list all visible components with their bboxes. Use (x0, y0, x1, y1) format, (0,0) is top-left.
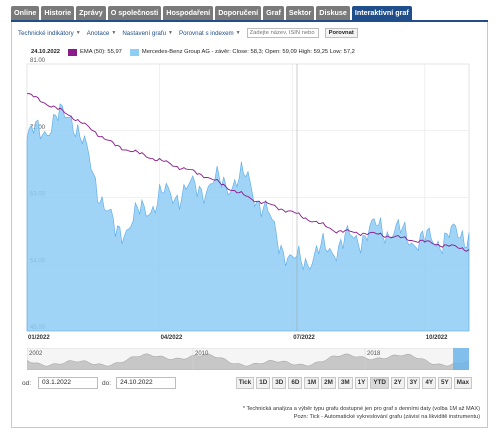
compare-button[interactable]: Porovnat (324, 28, 358, 38)
price-swatch (129, 48, 139, 56)
from-label: od: (22, 379, 32, 387)
period-button-5y[interactable]: 5Y (438, 377, 452, 389)
chevron-down-icon: ▼ (168, 30, 173, 36)
date-range-inputs: od: 03.1.2022 do: 24.10.2022 (22, 377, 177, 389)
footnote-tick: Pozn: Tick - Automatické vykreslování gr… (293, 414, 480, 420)
tab-2[interactable]: Historie (41, 6, 75, 20)
chart-legend: 24.10.2022 EMA (50): 55,97 Mercedes-Benz… (31, 47, 355, 57)
legend-date: 24.10.2022 (31, 49, 61, 55)
tab-8[interactable]: Sektor (285, 6, 315, 20)
period-button-3m[interactable]: 3M (337, 377, 353, 389)
tab-6[interactable]: Doporučení (215, 6, 262, 20)
tab-bar: Online Historie Zprávy O společnosti Hospoda… (11, 6, 412, 20)
ema-swatch (68, 48, 78, 56)
period-button-ytd[interactable]: YTD (370, 377, 389, 389)
range-history-area (27, 353, 469, 370)
technical-indicators-label: Technické indikátory (18, 29, 74, 37)
tab-7[interactable]: Graf (263, 6, 284, 20)
period-button-2y[interactable]: 2Y (390, 377, 405, 389)
tab-4[interactable]: O společnosti (107, 6, 162, 20)
period-button-max[interactable]: Max (453, 377, 472, 389)
period-button-tick[interactable]: Tick (235, 377, 255, 389)
x-tick-label: 07/2022 (293, 335, 315, 341)
tab-bar-underline (11, 20, 488, 22)
range-selector[interactable]: 2002 2010 2018 (27, 348, 469, 370)
tab-9[interactable]: Diskuse (316, 6, 350, 20)
price-legend-label: Mercedes-Benz Group AG - závěr: Close: 5… (141, 49, 355, 55)
period-button-1y[interactable]: 1Y (354, 377, 369, 389)
legend-item-ema[interactable]: EMA (50): 55,97 (68, 48, 122, 56)
y-tick-label: 81.00 (30, 58, 46, 64)
period-button-2m[interactable]: 2M (321, 377, 336, 389)
tab-10[interactable]: Interaktivní graf (351, 6, 412, 20)
x-tick-label: 10/2022 (426, 335, 448, 341)
range-selection (453, 348, 469, 370)
annotations-menu[interactable]: Anotace ▼ (87, 30, 117, 37)
from-date-input[interactable]: 03.1.2022 (38, 377, 99, 389)
instrument-search-input[interactable] (246, 28, 319, 38)
technical-indicators-menu[interactable]: Technické indikátory ▼ (18, 30, 81, 37)
period-button-1d[interactable]: 1D (256, 377, 271, 389)
price-area-series (26, 103, 470, 332)
period-button-1m[interactable]: 1M (304, 377, 320, 389)
to-date-input[interactable]: 24.10.2022 (116, 377, 177, 389)
footnotes: * Technická analýza a výběr typu grafu d… (243, 405, 480, 421)
tab-1[interactable]: Online (11, 6, 40, 20)
annotations-label: Anotace (86, 29, 110, 37)
chart-toolbar: Technické indikátory ▼ Anotace ▼ Nastave… (18, 26, 358, 40)
compare-index-label: Porovnat s indexem (178, 29, 234, 37)
x-tick-label: 04/2022 (161, 335, 183, 341)
period-button-3y[interactable]: 3Y (406, 377, 421, 389)
tab-3[interactable]: Zprávy (76, 6, 106, 20)
period-button-4y[interactable]: 4Y (422, 377, 437, 389)
period-button-6d[interactable]: 6D (288, 377, 303, 389)
legend-item-price[interactable]: Mercedes-Benz Group AG - závěr: Close: 5… (129, 48, 355, 56)
tab-5[interactable]: Hospodaření (163, 6, 214, 20)
chart-settings-menu[interactable]: Nastavení grafu ▼ (122, 30, 173, 37)
x-tick-label: 01/2022 (28, 335, 50, 341)
period-button-3d[interactable]: 3D (272, 377, 287, 389)
ema-legend-label: EMA (50): 55,97 (80, 49, 122, 55)
chevron-down-icon: ▼ (111, 30, 117, 36)
range-year-label: 2018 (367, 351, 381, 357)
content-frame (11, 22, 488, 428)
ema-line-series (26, 93, 470, 252)
compare-index-menu[interactable]: Porovnat s indexem ▼ (179, 30, 241, 37)
to-label: do: (102, 379, 112, 387)
range-year-label: 2010 (195, 351, 209, 357)
chevron-down-icon: ▼ (75, 30, 81, 36)
chevron-down-icon: ▼ (235, 30, 241, 36)
footnote-technical: * Technická analýza a výběr typu grafu d… (242, 406, 480, 412)
period-buttons: Tick 1D 3D 6D 1M 2M 3M 1Y YTD 2Y 3Y 4Y 5Y Max (235, 377, 472, 389)
range-year-label: 2002 (29, 351, 43, 357)
chart-settings-label: Nastavení grafu (122, 29, 167, 37)
